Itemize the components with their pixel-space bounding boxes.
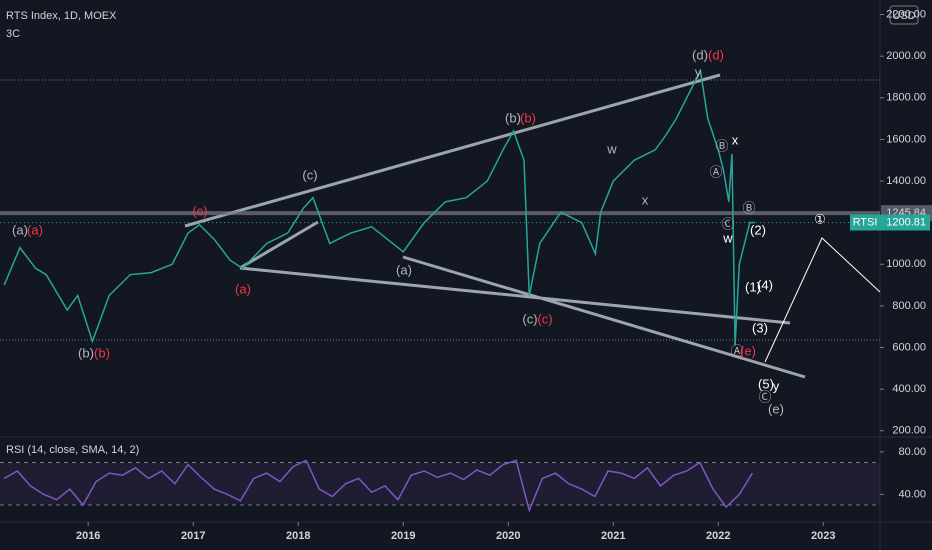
wave-label: (b) — [78, 345, 94, 360]
y-tick-label: 1600.00 — [886, 133, 926, 145]
y-tick-label: 600.00 — [892, 341, 926, 353]
wave-label: (b) — [94, 345, 110, 360]
x-tick-label: 2019 — [391, 530, 415, 542]
wave-label: ① — [814, 211, 826, 226]
x-tick-label: 2020 — [496, 530, 520, 542]
last-tag — [850, 214, 930, 231]
wave-label: Ⓒ — [721, 216, 734, 231]
wave-label: (d) — [708, 47, 724, 62]
wave-label: Ⓑ — [742, 200, 755, 215]
y-tick-label: 1400.00 — [886, 175, 926, 187]
wave-label: (c) — [192, 203, 207, 218]
wave-label: (a) — [396, 262, 412, 277]
wave-label: x — [642, 192, 649, 207]
x-tick-label: 2018 — [286, 530, 310, 542]
wave-label: Ⓒ — [758, 389, 771, 404]
wave-label: (e) — [768, 401, 784, 416]
rsi-tick-label: 80.00 — [898, 446, 926, 458]
x-tick-label: 2017 — [181, 530, 205, 542]
trend-line — [239, 220, 319, 270]
wave-label: (c) — [537, 311, 552, 326]
wave-label: (5) — [758, 376, 774, 391]
trend-lines — [184, 73, 806, 379]
wave-label: x — [732, 132, 739, 147]
last-value: 1200.81 — [886, 216, 926, 228]
wave-label: (a) — [27, 222, 43, 237]
wave-label: (a) — [235, 281, 251, 296]
rsi-title: RSI (14, close, SMA, 14, 2) — [6, 444, 139, 456]
currency-box[interactable] — [889, 5, 919, 25]
wave-label: (1) — [745, 279, 761, 294]
wave-label: Ⓐ — [709, 164, 722, 179]
y-tick-label: 2000.00 — [886, 50, 926, 62]
price-line — [3, 68, 756, 346]
rsi-tick-label: 40.00 — [898, 488, 926, 500]
y-tick-label: 2200.00 — [886, 8, 926, 20]
wave-label: (c) — [522, 311, 537, 326]
wave-label: (4) — [757, 277, 773, 292]
subtitle: 3C — [6, 28, 20, 40]
rsi-band — [0, 462, 880, 505]
series-name: RTSI — [853, 216, 878, 228]
wave-label: (b) — [520, 110, 536, 125]
y-tick-label: 800.00 — [892, 300, 926, 312]
wave-label: Ⓑ — [715, 138, 728, 153]
x-tick-label: 2021 — [601, 530, 625, 542]
y-tick-label: 1000.00 — [886, 258, 926, 270]
wave-label: Ⓐ — [730, 343, 743, 358]
wave-label: (b) — [505, 110, 521, 125]
wave-label: (c) — [302, 167, 317, 182]
wave-label: y — [773, 378, 780, 393]
wave-label: w — [722, 230, 733, 245]
x-tick-label: 2016 — [76, 530, 100, 542]
wave-label: (3) — [752, 320, 768, 335]
wave-label: (e) — [740, 343, 756, 358]
chart-title: RTS Index, 1D, MOEX — [6, 10, 117, 22]
x-tick-label: 2022 — [706, 530, 730, 542]
currency[interactable]: USD — [892, 10, 915, 22]
wave-label: (d) — [692, 47, 708, 62]
y-tick-label: 200.00 — [892, 425, 926, 437]
trend-line — [184, 73, 721, 228]
wave-label: y — [695, 64, 702, 79]
rsi-line — [3, 459, 754, 513]
projection — [764, 237, 881, 363]
y-tick-label: 1800.00 — [886, 92, 926, 104]
x-tick-label: 2023 — [811, 530, 835, 542]
trend-line — [239, 266, 791, 325]
wave-label: (2) — [750, 222, 766, 237]
wave-label: (a) — [12, 222, 28, 237]
wave-label: w — [606, 141, 617, 156]
trend-line — [402, 255, 806, 379]
y-tick-label: 400.00 — [892, 383, 926, 395]
